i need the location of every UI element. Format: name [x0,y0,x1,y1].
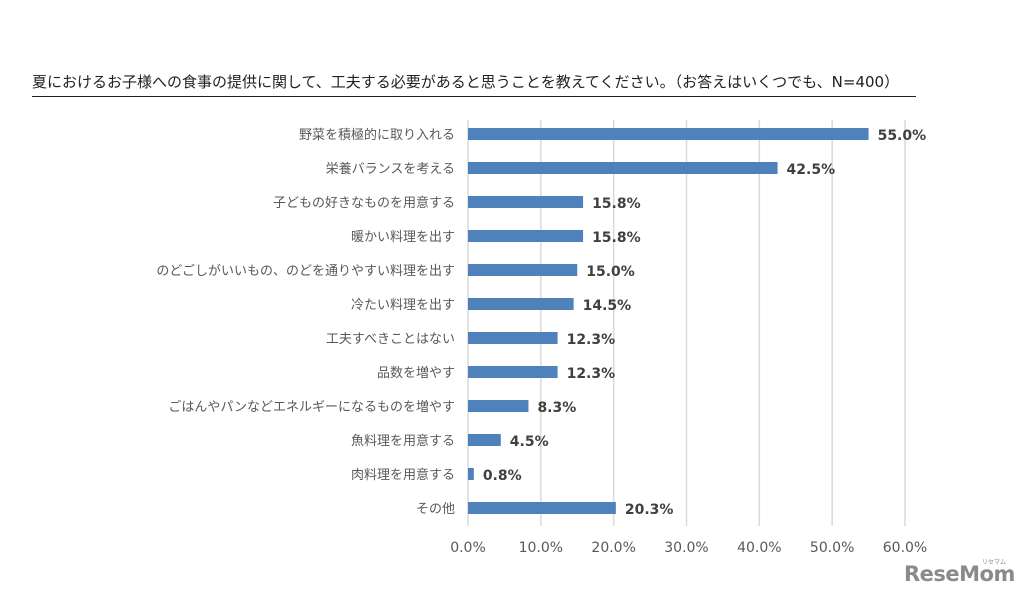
value-label: 15.0% [586,264,635,280]
category-label: 子どもの好きなものを用意する [273,195,455,211]
bar [468,400,529,412]
category-label: 暖かい料理を出す [351,230,455,245]
category-label: ごはんやパンなどエネルギーになるものを増やす [168,399,455,415]
bar [468,230,584,242]
x-tick-labels: 0.0% 10.0% 20.0% 30.0% 40.0% 50.0% 60.0% [450,540,927,556]
category-label: 工夫すべきことはない [326,332,455,347]
value-label: 12.3% [567,332,616,348]
bar [468,502,616,514]
bar [468,434,501,446]
chart-title: 夏におけるお子様への食事の提供に関して、工夫する必要があると思うことを教えてくだ… [32,70,916,97]
bar [468,162,778,174]
value-label: 0.8% [483,468,522,484]
bar [468,366,558,378]
bar [468,196,584,208]
bar [468,298,574,310]
x-tick-label: 60.0% [883,540,927,556]
bars [468,128,869,514]
category-label: 栄養バランスを考える [326,161,455,177]
bar [468,332,558,344]
x-tick-label: 40.0% [737,540,781,556]
x-tick-label: 10.0% [519,540,563,556]
grid-lines [467,120,906,526]
category-label: 品数を増やす [377,366,455,381]
category-label: 魚料理を用意する [351,433,455,449]
value-label: 15.8% [592,230,641,246]
bar [468,128,869,140]
value-labels: 55.0% 42.5% 15.8% 15.8% 15.0% 14.5% 12.3% 12.3%… [483,128,926,518]
x-tick-label: 0.0% [450,540,486,556]
value-label: 12.3% [567,366,616,382]
x-tick-label: 50.0% [810,540,854,556]
category-label: 肉料理を用意する [351,467,455,483]
value-label: 8.3% [537,400,576,416]
category-label: その他 [416,502,455,517]
value-label: 4.5% [510,434,549,450]
value-label: 42.5% [787,162,836,178]
value-label: 55.0% [878,128,927,144]
value-label: 20.3% [625,502,674,518]
category-labels: 野菜を積極的に取り入れる栄養バランスを考える子どもの好きなものを用意する暖かい料… [156,127,455,517]
x-tick-label: 20.0% [591,540,635,556]
category-label: のどごしがいいもの、のどを通りやすい料理を出す [156,263,455,279]
category-label: 野菜を積極的に取り入れる [299,127,455,143]
value-label: 15.8% [592,196,641,212]
category-label: 冷たい料理を出す [351,298,455,313]
bar [468,468,474,480]
resemom-logo: ReseMom [904,562,1015,586]
resemom-logo-subtext: リセマム [982,559,1007,566]
x-tick-label: 30.0% [664,540,708,556]
bar [468,264,578,276]
value-label: 14.5% [583,298,632,314]
